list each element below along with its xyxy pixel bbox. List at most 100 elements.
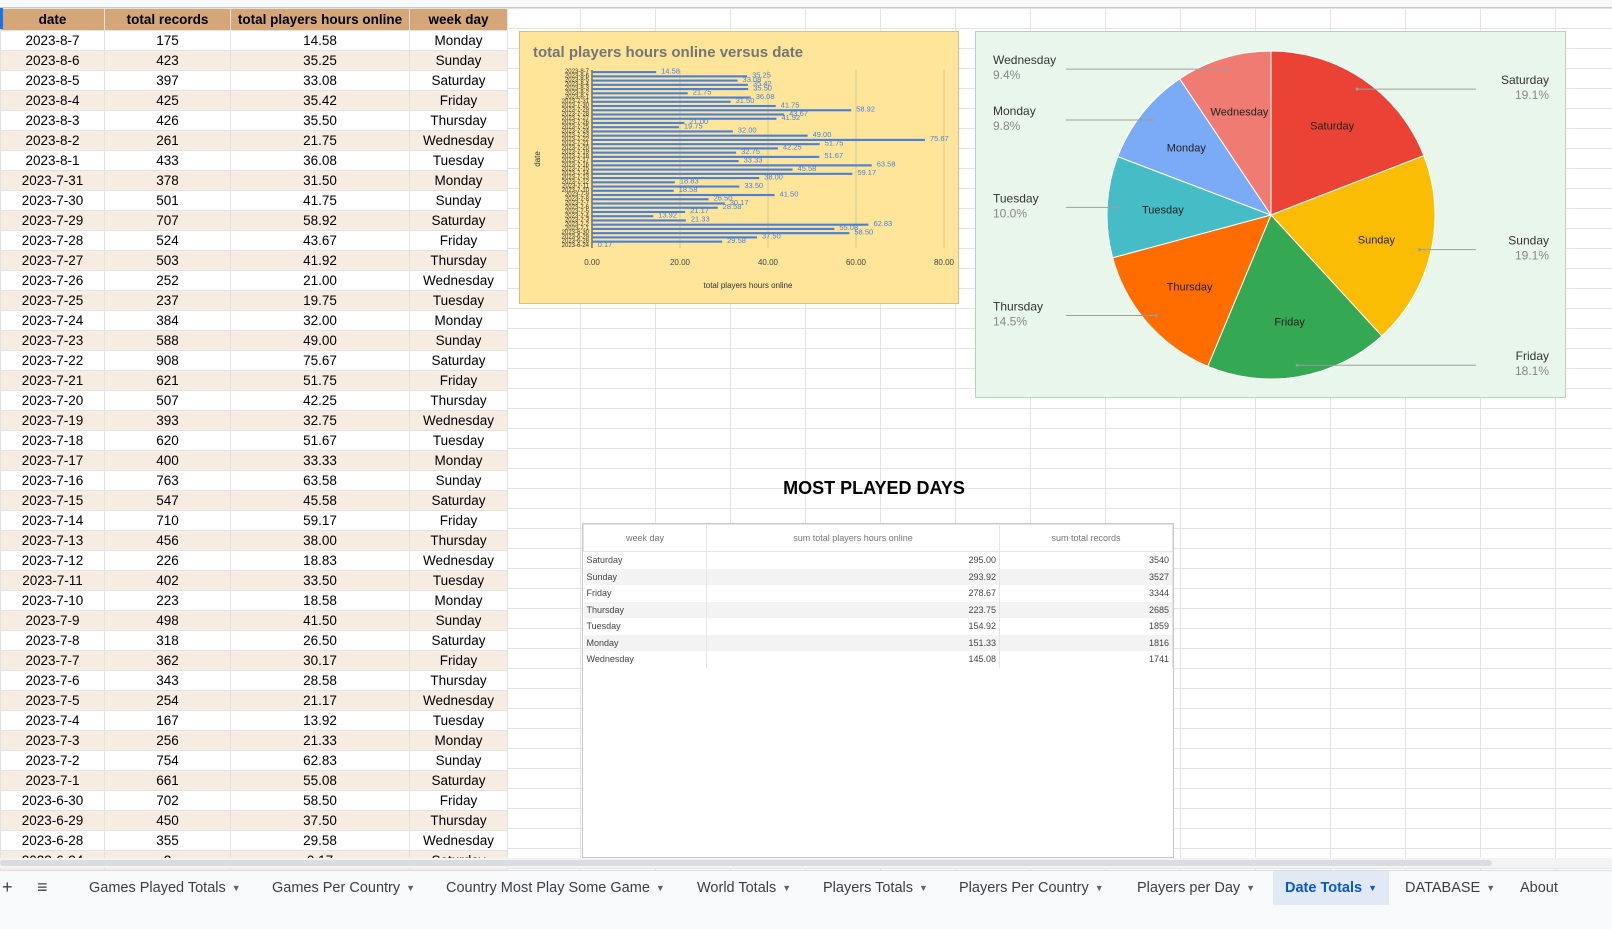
cell-hours[interactable]: 31.50 (230, 170, 410, 191)
cell-hours[interactable]: 62.83 (230, 750, 410, 771)
cell-week-day[interactable]: Tuesday (409, 710, 508, 731)
cell-total-records[interactable]: 261 (104, 130, 231, 151)
cell-hours[interactable]: 43.67 (230, 230, 410, 251)
cell-week-day[interactable]: Saturday (409, 210, 508, 231)
cell-date[interactable]: 2023-6-30 (0, 790, 105, 811)
cell-week-day[interactable]: Sunday (409, 330, 508, 351)
cell-total-records[interactable]: 252 (104, 270, 231, 291)
cell-week-day[interactable]: Monday (409, 730, 508, 751)
cell-week-day[interactable]: Friday (409, 230, 508, 251)
cell-week-day[interactable]: Friday (409, 650, 508, 671)
header-total-records[interactable]: total records (104, 8, 231, 31)
cell-total-records[interactable]: 661 (104, 770, 231, 791)
cell-date[interactable]: 2023-8-7 (0, 30, 105, 51)
tab-dropdown-icon[interactable]: ▼ (1368, 883, 1378, 894)
cell-total-records[interactable]: 393 (104, 410, 231, 431)
cell-total-records[interactable]: 707 (104, 210, 231, 231)
cell-total-records[interactable]: 456 (104, 530, 231, 551)
cell-week-day[interactable]: Monday (409, 310, 508, 331)
cell-date[interactable]: 2023-7-19 (0, 410, 105, 431)
cell-date[interactable]: 2023-8-4 (0, 90, 105, 111)
cell-total-records[interactable]: 223 (104, 590, 231, 611)
cell-date[interactable]: 2023-7-16 (0, 470, 105, 491)
cell-total-records[interactable]: 400 (104, 450, 231, 471)
cell-total-records[interactable]: 754 (104, 750, 231, 771)
tab-world-totals[interactable]: World Totals ▼ (697, 871, 791, 905)
tab-dropdown-icon[interactable]: ▼ (919, 883, 928, 894)
cell-week-day[interactable]: Sunday (409, 610, 508, 631)
header-total-hours[interactable]: total players hours online (230, 8, 410, 31)
cell-date[interactable]: 2023-7-22 (0, 350, 105, 371)
cell-date[interactable]: 2023-8-6 (0, 50, 105, 71)
cell-hours[interactable]: 21.75 (230, 130, 410, 151)
cell-week-day[interactable]: Wednesday (409, 550, 508, 571)
cell-date[interactable]: 2023-7-3 (0, 730, 105, 751)
cell-total-records[interactable]: 384 (104, 310, 231, 331)
cell-total-records[interactable]: 501 (104, 190, 231, 211)
cell-week-day[interactable]: Tuesday (409, 430, 508, 451)
cell-total-records[interactable]: 547 (104, 490, 231, 511)
cell-total-records[interactable]: 397 (104, 70, 231, 91)
cell-date[interactable]: 2023-8-5 (0, 70, 105, 91)
cell-hours[interactable]: 28.58 (230, 670, 410, 691)
cell-hours[interactable]: 41.50 (230, 610, 410, 631)
cell-hours[interactable]: 33.33 (230, 450, 410, 471)
cell-week-day[interactable]: Saturday (409, 350, 508, 371)
cell-total-records[interactable]: 524 (104, 230, 231, 251)
cell-total-records[interactable]: 226 (104, 550, 231, 571)
tab-database[interactable]: DATABASE ▼ (1405, 871, 1495, 905)
cell-date[interactable]: 2023-7-25 (0, 290, 105, 311)
cell-week-day[interactable]: Monday (409, 590, 508, 611)
tab-games-played-totals[interactable]: Games Played Totals ▼ (89, 871, 241, 905)
cell-total-records[interactable]: 402 (104, 570, 231, 591)
tab-dropdown-icon[interactable]: ▼ (1486, 883, 1496, 894)
tab-players-per-day[interactable]: Players per Day ▼ (1137, 871, 1255, 905)
tab-dropdown-icon[interactable]: ▼ (782, 883, 792, 894)
cell-date[interactable]: 2023-7-23 (0, 330, 105, 351)
cell-total-records[interactable]: 588 (104, 330, 231, 351)
cell-hours[interactable]: 42.25 (230, 390, 410, 411)
cell-hours[interactable]: 36.08 (230, 150, 410, 171)
cell-total-records[interactable]: 343 (104, 670, 231, 691)
cell-hours[interactable]: 29.58 (230, 830, 410, 851)
cell-week-day[interactable]: Thursday (409, 390, 508, 411)
cell-date[interactable]: 2023-7-20 (0, 390, 105, 411)
cell-hours[interactable]: 13.92 (230, 710, 410, 731)
data-table[interactable]: date total records total players hours o… (0, 8, 508, 870)
cell-date[interactable]: 2023-6-29 (0, 810, 105, 831)
cell-hours[interactable]: 35.42 (230, 90, 410, 111)
cell-hours[interactable]: 38.00 (230, 530, 410, 551)
cell-week-day[interactable]: Friday (409, 90, 508, 111)
pie-chart[interactable]: Saturday Saturday 19.1% Sunday Sunday 19.1% Fr… (975, 31, 1566, 398)
cell-date[interactable]: 2023-7-28 (0, 230, 105, 251)
cell-week-day[interactable]: Friday (409, 510, 508, 531)
cell-date[interactable]: 2023-7-29 (0, 210, 105, 231)
cell-hours[interactable]: 59.17 (230, 510, 410, 531)
cell-hours[interactable]: 19.75 (230, 290, 410, 311)
tab-dropdown-icon[interactable]: ▼ (1094, 883, 1104, 894)
cell-week-day[interactable]: Monday (409, 30, 508, 51)
tab-date-totals[interactable]: Date Totals ▼ (1273, 871, 1390, 905)
cell-date[interactable]: 2023-7-1 (0, 770, 105, 791)
cell-hours[interactable]: 35.25 (230, 50, 410, 71)
cell-total-records[interactable]: 318 (104, 630, 231, 651)
cell-week-day[interactable]: Wednesday (409, 270, 508, 291)
tab-dropdown-icon[interactable]: ▼ (406, 883, 416, 894)
cell-total-records[interactable]: 425 (104, 90, 231, 111)
cell-total-records[interactable]: 355 (104, 830, 231, 851)
cell-week-day[interactable]: Thursday (409, 810, 508, 831)
tab-country-most-play-some-game[interactable]: Country Most Play Some Game ▼ (446, 871, 665, 905)
cell-hours[interactable]: 32.75 (230, 410, 410, 431)
cell-hours[interactable]: 41.75 (230, 190, 410, 211)
cell-hours[interactable]: 58.50 (230, 790, 410, 811)
cell-week-day[interactable]: Wednesday (409, 130, 508, 151)
cell-hours[interactable]: 75.67 (230, 350, 410, 371)
cell-total-records[interactable]: 423 (104, 50, 231, 71)
cell-hours[interactable]: 21.33 (230, 730, 410, 751)
cell-week-day[interactable]: Monday (409, 170, 508, 191)
cell-hours[interactable]: 21.00 (230, 270, 410, 291)
cell-date[interactable]: 2023-7-14 (0, 510, 105, 531)
cell-week-day[interactable]: Sunday (409, 750, 508, 771)
cell-week-day[interactable]: Thursday (409, 670, 508, 691)
cell-hours[interactable]: 63.58 (230, 470, 410, 491)
